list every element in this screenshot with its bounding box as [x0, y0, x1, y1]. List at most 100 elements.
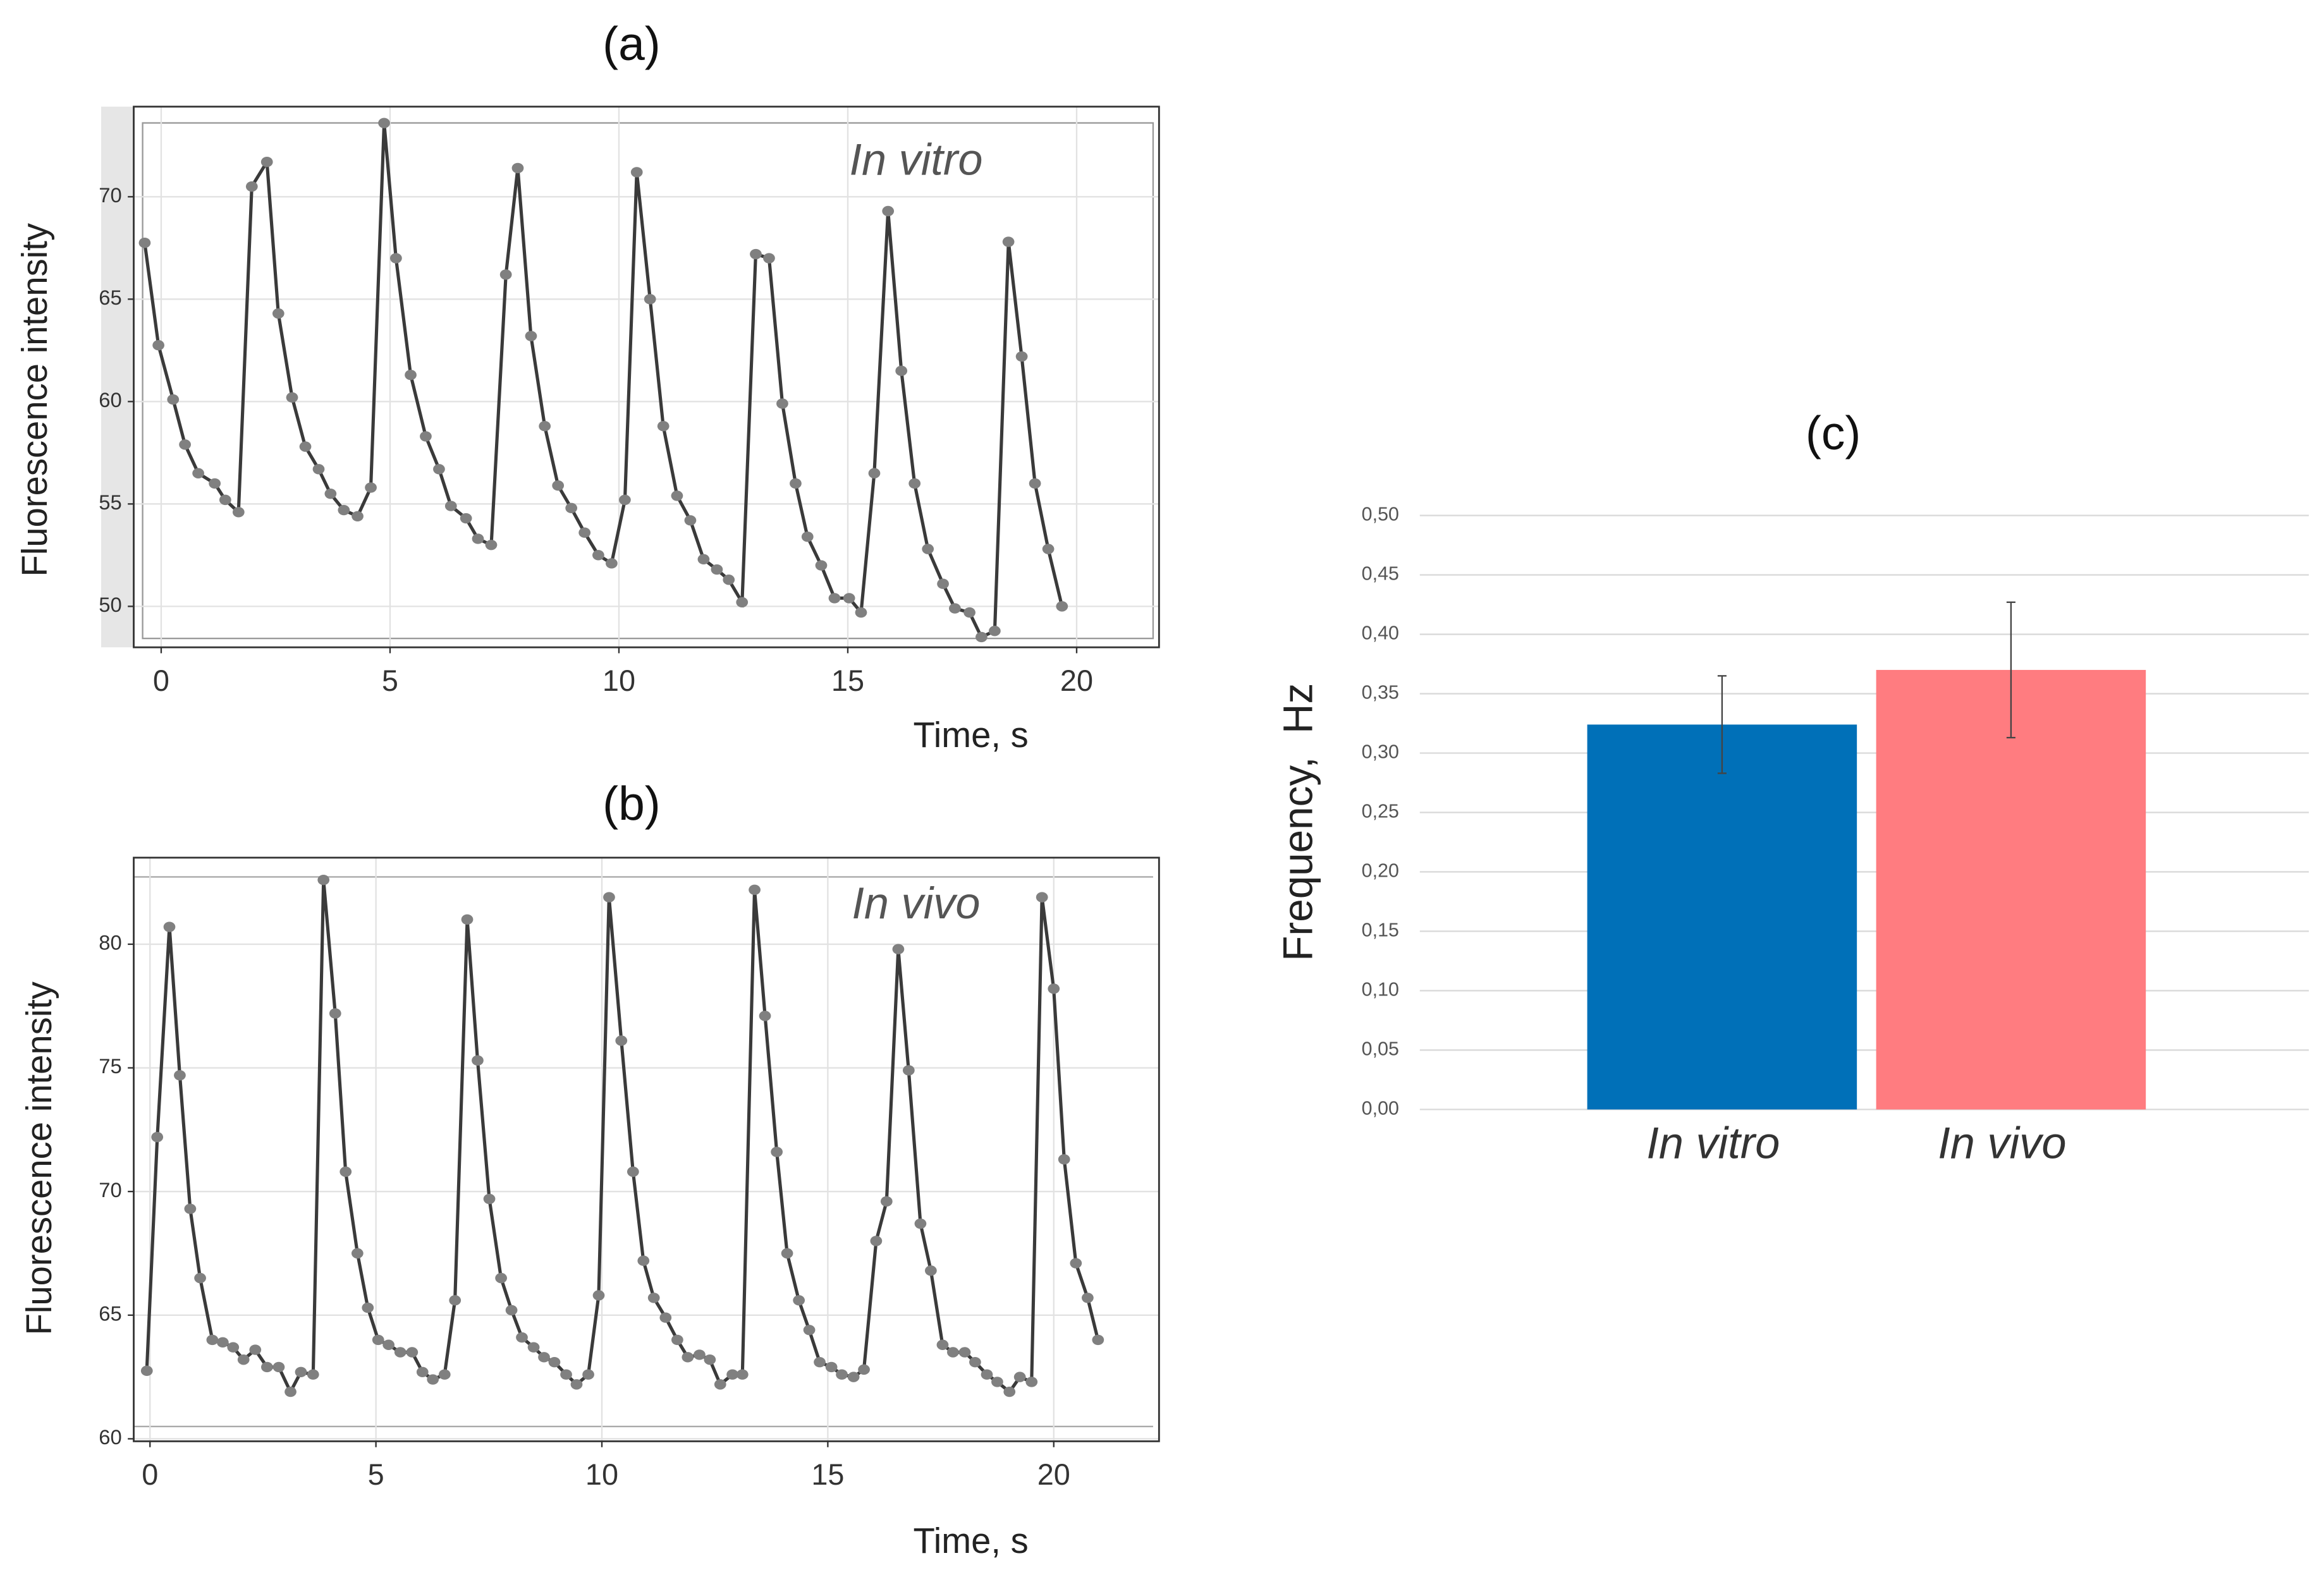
- data-point: [511, 162, 524, 174]
- y-axis-label: Fluorescence intensity: [15, 223, 54, 577]
- data-point: [329, 1008, 341, 1019]
- bar: [1876, 669, 2146, 1110]
- data-point: [219, 494, 231, 506]
- data-point: [736, 597, 749, 608]
- data-point: [847, 1372, 860, 1382]
- chart-title: (a): [602, 17, 661, 70]
- data-point: [924, 1265, 937, 1276]
- data-point: [814, 1356, 826, 1368]
- data-point: [682, 1352, 694, 1363]
- data-point: [627, 1166, 639, 1177]
- data-point: [750, 248, 762, 260]
- data-point: [192, 468, 204, 478]
- data-point: [1003, 1386, 1016, 1397]
- data-point: [552, 480, 565, 491]
- data-point: [295, 1366, 307, 1378]
- x-tick-label: 10: [602, 664, 635, 697]
- y-tick-label: 80: [99, 931, 121, 954]
- data-point: [237, 1354, 250, 1365]
- data-point: [472, 533, 484, 544]
- data-point: [902, 1065, 915, 1076]
- data-point: [697, 554, 710, 565]
- data-point: [163, 922, 176, 932]
- data-point: [858, 1364, 870, 1375]
- y-tick-label: 55: [99, 490, 121, 514]
- data-point: [1056, 601, 1068, 612]
- y-tick-label: 70: [99, 1178, 121, 1202]
- data-point: [578, 527, 591, 538]
- bar: [1587, 724, 1857, 1110]
- data-point: [975, 631, 988, 643]
- y-axis-label: Fluorescence intensity: [19, 982, 59, 1336]
- data-point: [378, 118, 390, 128]
- data-point: [538, 1352, 550, 1363]
- data-point: [461, 914, 474, 925]
- data-point: [433, 464, 445, 475]
- data-point: [284, 1386, 297, 1397]
- data-point: [416, 1366, 429, 1378]
- data-point: [570, 1379, 583, 1390]
- data-point: [560, 1369, 572, 1380]
- y-tick-label: 70: [99, 183, 121, 207]
- data-point: [138, 238, 151, 248]
- data-point: [449, 1295, 462, 1306]
- data-point: [793, 1295, 805, 1306]
- data-point: [895, 365, 908, 376]
- data-point: [947, 1347, 959, 1358]
- data-point: [206, 1334, 219, 1346]
- data-point: [394, 1347, 407, 1358]
- data-point: [582, 1369, 594, 1380]
- x-tick-label: 20: [1037, 1458, 1070, 1491]
- data-point: [694, 1349, 706, 1360]
- data-point: [671, 490, 683, 501]
- data-point: [1013, 1372, 1026, 1382]
- data-point: [981, 1369, 993, 1380]
- data-point: [527, 1342, 540, 1353]
- data-line: [143, 123, 1064, 640]
- y-tick-label: 50: [99, 593, 121, 616]
- data-point: [324, 488, 337, 499]
- data-point: [317, 874, 330, 885]
- data-point: [1092, 1334, 1104, 1346]
- y-tick-label: 0,30: [1362, 741, 1399, 763]
- data-point: [472, 1055, 484, 1066]
- data-point: [495, 1272, 507, 1284]
- chart-title: (c): [1806, 406, 1861, 459]
- data-point: [937, 578, 949, 589]
- data-point: [647, 1293, 660, 1303]
- data-point: [870, 1236, 883, 1246]
- annotation: In vivo: [852, 878, 980, 928]
- x-tick-label: 0: [142, 1458, 158, 1491]
- inner-frame: [142, 122, 1154, 640]
- data-point: [151, 1131, 164, 1143]
- data-point: [781, 1248, 793, 1259]
- data-point: [776, 398, 788, 409]
- data-point: [880, 1196, 893, 1207]
- data-point: [174, 1070, 186, 1081]
- data-point: [637, 1255, 650, 1266]
- data-point: [763, 253, 775, 264]
- data-point: [312, 464, 325, 475]
- data-point: [260, 157, 273, 167]
- data-point: [352, 511, 364, 521]
- data-point: [749, 884, 761, 896]
- data-point: [485, 539, 498, 551]
- data-point: [771, 1147, 783, 1157]
- annotation: In vitro: [849, 134, 982, 184]
- data-point: [405, 370, 417, 380]
- data-point: [828, 593, 841, 604]
- data-point: [438, 1369, 451, 1380]
- plot-frame: [133, 106, 1160, 648]
- data-point: [922, 544, 934, 554]
- data-point: [836, 1369, 848, 1380]
- chart-title: (b): [602, 777, 661, 830]
- y-tick-label: 0,05: [1362, 1038, 1399, 1059]
- data-point: [963, 607, 975, 618]
- x-axis-label: Time, s: [914, 1521, 1029, 1561]
- x-tick-label: In vitro: [1646, 1118, 1780, 1168]
- data-point: [619, 494, 631, 506]
- data-point: [714, 1379, 726, 1390]
- data-point: [260, 1361, 273, 1373]
- data-point: [659, 1312, 672, 1323]
